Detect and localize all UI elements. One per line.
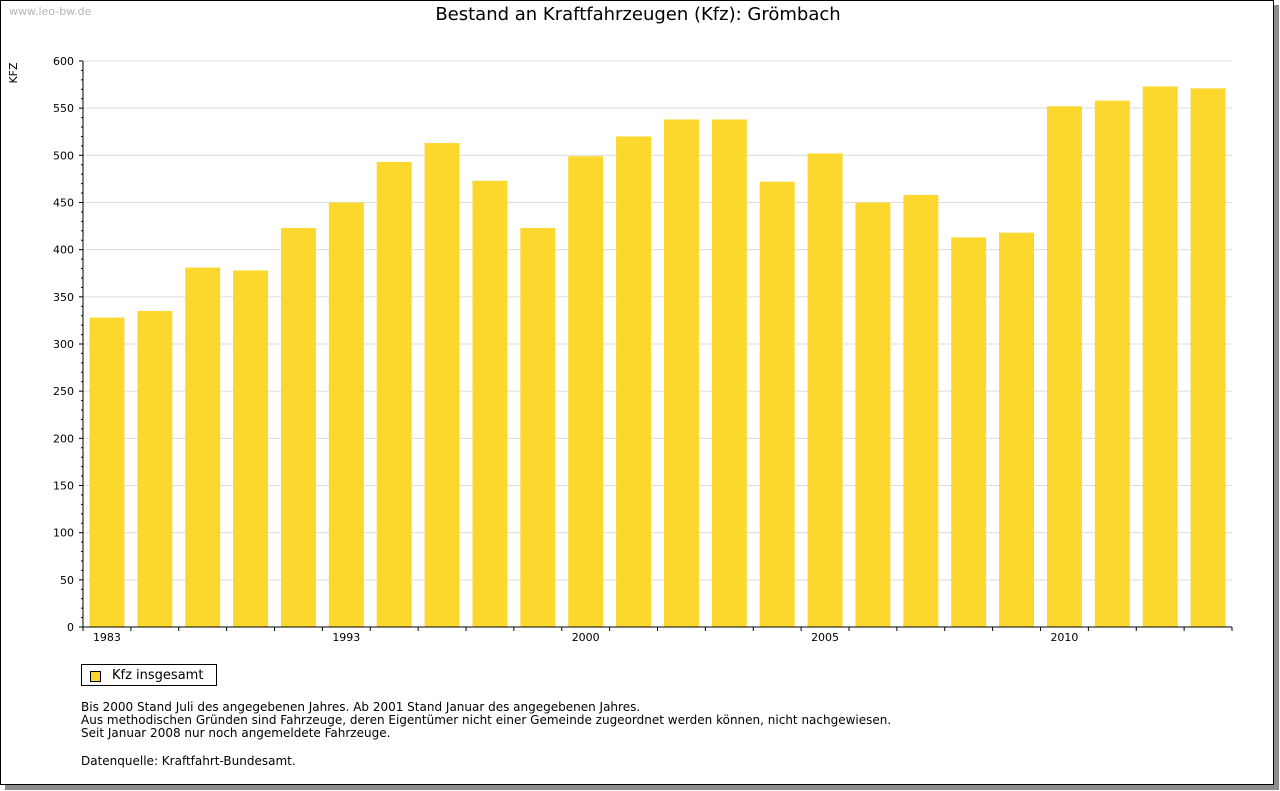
x-tick-label: 2005 [811, 631, 839, 644]
y-tick-label: 400 [53, 244, 74, 257]
x-tick-label: 1983 [93, 631, 121, 644]
bar [1094, 100, 1130, 628]
note-line: Bis 2000 Stand Juli des angegebenen Jahr… [81, 700, 641, 714]
y-tick-label: 300 [53, 338, 74, 351]
bar [1190, 88, 1226, 627]
y-tick-label: 500 [53, 149, 74, 162]
bar [520, 227, 556, 627]
bar [328, 202, 364, 627]
bar [185, 267, 221, 627]
x-tick-label: 2010 [1050, 631, 1078, 644]
bar-chart: 0 50 100 150 200 250 300 350 400 450 500 550 600 KFZ 1… [7, 55, 1233, 644]
x-tick-label: 1993 [332, 631, 360, 644]
watermark: www.leo-bw.de [9, 5, 92, 18]
bar [137, 310, 173, 627]
bar [424, 143, 460, 627]
legend: Kfz insgesamt [81, 664, 217, 686]
bar [951, 237, 987, 628]
bar [663, 119, 699, 627]
y-tick-label: 50 [60, 574, 74, 587]
y-tick-label: 200 [53, 432, 74, 445]
chart-title: Bestand an Kraftfahrzeugen (Kfz): Grömba… [435, 4, 841, 25]
bar [711, 119, 747, 627]
y-axis-label: KFZ [7, 62, 20, 84]
bar [616, 136, 652, 627]
bar [807, 153, 843, 628]
y-tick-label: 100 [53, 527, 74, 540]
legend-label: Kfz insgesamt [112, 668, 204, 683]
bar [89, 317, 125, 627]
y-tick-label: 250 [53, 385, 74, 398]
bar [855, 202, 891, 627]
bar [568, 156, 604, 627]
y-tick-label: 0 [67, 621, 74, 634]
bar [472, 180, 508, 627]
bar [376, 161, 412, 628]
y-tick-label: 600 [53, 55, 74, 68]
legend-swatch [90, 671, 101, 682]
note-line: Aus methodischen Gründen sind Fahrzeuge,… [81, 713, 892, 727]
bar [999, 232, 1035, 628]
x-tick-label: 2000 [572, 631, 600, 644]
y-tick-label: 350 [53, 291, 74, 304]
bar [1046, 106, 1082, 627]
bar [280, 227, 316, 627]
bar [233, 270, 269, 627]
data-source: Datenquelle: Kraftfahrt-Bundesamt. [81, 754, 296, 768]
bar [1142, 86, 1178, 628]
bar [903, 194, 939, 627]
y-tick-label: 150 [53, 480, 74, 493]
y-tick-label: 450 [53, 197, 74, 210]
bar [759, 181, 795, 627]
y-tick-label: 550 [53, 102, 74, 115]
notes: Bis 2000 Stand Juli des angegebenen Jahr… [81, 701, 891, 740]
note-line: Seit Januar 2008 nur noch angemeldete Fa… [81, 726, 391, 740]
